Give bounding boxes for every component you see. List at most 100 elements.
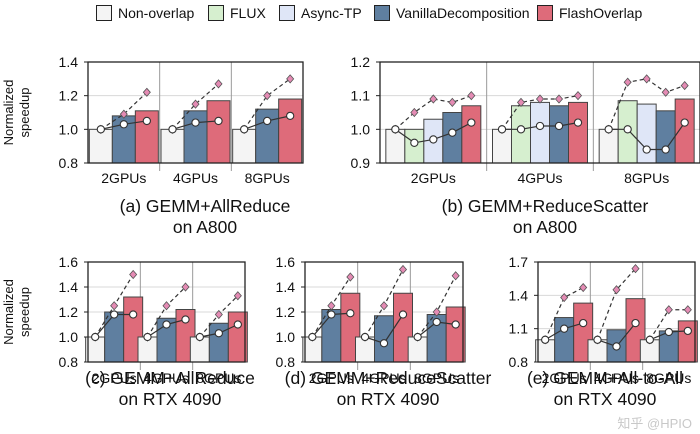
bar-b-1-async-tp	[530, 101, 550, 164]
marker-diamond-a-1-1	[191, 99, 200, 109]
marker-circle-c-1-0	[143, 332, 152, 342]
ytick-label-e-1: 1.1	[509, 321, 529, 337]
marker-circle-b-0-0	[391, 125, 400, 134]
marker-diamond-d-0-2	[346, 272, 355, 282]
marker-circle-c-0-1	[110, 310, 119, 319]
ytick-label-e-3: 1.7	[509, 254, 529, 270]
group-label-a-1: 4GPUs	[173, 170, 218, 186]
ytick-label-c-1: 1.0	[59, 329, 79, 345]
marker-circle-c-2-2	[233, 320, 242, 329]
ytick-label-b-2: 1.1	[351, 88, 371, 104]
marker-circle-a-2-2	[286, 111, 295, 121]
ytick-label-e-2: 1.4	[509, 287, 529, 303]
caption-b: (b) GEMM+ReduceScatter on A800	[390, 196, 700, 238]
marker-circle-a-0-2	[142, 116, 151, 126]
ylabel-c-line1: Normalized	[1, 279, 16, 345]
caption-c-line2: on RTX 4090	[118, 389, 222, 409]
caption-a: (a) GEMM+AllReduce on A800	[80, 196, 330, 238]
marker-circle-e-0-1	[560, 324, 569, 333]
marker-circle-b-1-2	[535, 121, 545, 131]
marker-circle-d-0-2	[346, 309, 355, 318]
marker-circle-b-2-2	[642, 145, 651, 154]
caption-a-line1: (a) GEMM+AllReduce	[119, 196, 291, 216]
ytick-label-e-0: 0.8	[509, 354, 529, 370]
marker-diamond-e-1-2	[631, 264, 640, 274]
caption-d-line1: (d) GEMM+ReduceScatter	[284, 368, 492, 388]
legend-item-non-overlap: Non-overlap	[96, 3, 194, 23]
marker-diamond-b-0-2	[429, 94, 438, 104]
marker-diamond-c-0-2	[129, 269, 138, 280]
marker-diamond-e-0-2	[579, 282, 588, 293]
marker-circle-e-0-0	[541, 335, 550, 344]
marker-diamond-c-1-1	[162, 301, 171, 311]
marker-circle-c-2-0	[195, 332, 204, 342]
caption-c: (c) GEMM+AllReduce on RTX 4090	[70, 368, 270, 410]
marker-circle-b-2-1	[623, 125, 632, 134]
marker-diamond-b-0-3	[448, 97, 457, 108]
marker-circle-b-0-2	[429, 135, 438, 144]
legend-item-vanilla-decomposition: VanillaDecomposition	[374, 3, 530, 23]
legend-swatch-flux	[208, 5, 224, 21]
ytick-label-d-3: 1.4	[276, 279, 296, 295]
legend-swatch-async-tp	[279, 5, 295, 21]
caption-d-line2: on RTX 4090	[336, 389, 440, 409]
marker-diamond-b-1-2	[535, 94, 545, 104]
bar-a-2-flashoverlap	[278, 98, 303, 164]
marker-circle-a-0-0	[96, 125, 105, 134]
ytick-label-d-4: 1.6	[276, 254, 296, 270]
bar-b-1-vanilladecomposition	[549, 105, 569, 164]
group-label-d-2: 8GPUs	[414, 370, 459, 386]
ylabel-c-line2: speedup	[17, 287, 32, 337]
legend-label-async-tp: Async-TP	[301, 5, 362, 21]
marker-circle-d-0-1	[327, 310, 336, 319]
group-label-b-0: 2GPUs	[411, 170, 456, 186]
marker-diamond-b-2-3	[661, 87, 670, 97]
legend-label-vanilla-decomposition: VanillaDecomposition	[396, 5, 530, 21]
ytick-label-c-4: 1.6	[59, 254, 79, 270]
marker-circle-b-0-3	[448, 128, 457, 137]
caption-e-line1: (e) GEMM+All-to-All	[526, 368, 684, 388]
ytick-label-d-0: 0.8	[276, 354, 296, 370]
chart-b: 0.9 1.0 1.1 1.2 2GPUs 4GPUs 8GPUs	[351, 54, 700, 186]
chart-a: 0.8 1.0 1.2 1.4 2GPUs 4GPUs 8GPUs Normalized spe…	[1, 54, 304, 186]
marker-diamond-b-2-4	[680, 80, 689, 91]
bar-e-0-vanilladecomposition	[554, 317, 575, 363]
legend-label-flux: FLUX	[230, 5, 266, 21]
marker-circle-a-2-0	[240, 125, 249, 134]
marker-diamond-a-0-1	[119, 109, 128, 119]
group-label-a-2: 8GPUs	[245, 170, 290, 186]
bar-b-0-vanilladecomposition	[442, 112, 463, 164]
ytick-label-c-2: 1.2	[59, 304, 79, 320]
marker-circle-a-0-1	[119, 120, 128, 129]
marker-diamond-b-2-2	[642, 74, 651, 84]
line-e-0-0	[544, 287, 584, 341]
ytick-label-d-1: 1.0	[276, 329, 296, 345]
marker-circle-b-2-0	[604, 125, 613, 134]
legend: Non-overlap FLUX Async-TP VanillaDecompo…	[0, 0, 700, 28]
marker-circle-e-1-0	[593, 335, 602, 344]
marker-circle-e-1-1	[612, 342, 621, 351]
marker-circle-e-2-2	[683, 326, 692, 336]
marker-circle-b-1-3	[554, 121, 564, 131]
ytick-label-a-0: 0.8	[59, 155, 79, 171]
ytick-label-a-2: 1.2	[59, 88, 79, 104]
group-label-b-1: 4GPUs	[517, 170, 562, 186]
marker-diamond-e-2-1	[664, 305, 673, 315]
bar-c-0-vanilladecomposition	[104, 311, 125, 363]
caption-e-line2: on RTX 4090	[553, 389, 657, 409]
bar-c-2-vanilladecomposition	[208, 322, 229, 363]
ylabel-a-line1: Normalized	[1, 80, 16, 146]
marker-circle-e-2-0	[645, 335, 654, 344]
caption-b-line1: (b) GEMM+ReduceScatter	[441, 196, 649, 216]
marker-diamond-d-2-1	[432, 307, 441, 317]
bar-b-0-flashoverlap	[461, 105, 482, 164]
legend-item-flash-overlap: FlashOverlap	[537, 3, 642, 23]
marker-circle-e-0-2	[579, 318, 588, 328]
marker-circle-b-1-1	[516, 125, 526, 134]
bar-b-1-non-overlap	[492, 128, 512, 164]
chart-c: 0.8 1.0 1.2 1.4 1.6 2GPUs 4GPUs 8GPUs Normalized…	[1, 254, 248, 386]
marker-circle-b-2-3	[661, 145, 670, 154]
marker-circle-a-2-1	[263, 116, 272, 126]
caption-a-line2: on A800	[172, 217, 238, 237]
